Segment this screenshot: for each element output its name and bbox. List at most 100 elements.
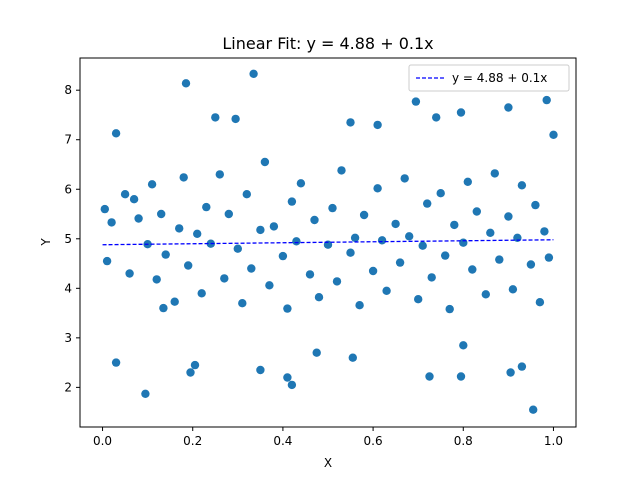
data-point [120, 190, 130, 199]
data-point [224, 209, 233, 219]
data-point [395, 258, 405, 267]
data-point [405, 232, 414, 241]
data-point [305, 270, 315, 279]
data-point [242, 190, 251, 199]
data-point [373, 184, 382, 193]
data-point [184, 261, 193, 270]
data-point [256, 365, 265, 375]
data-point [463, 177, 472, 186]
data-point [495, 255, 504, 264]
data-point [337, 166, 346, 175]
data-point [147, 180, 157, 189]
data-point [107, 218, 116, 227]
data-point [170, 297, 179, 306]
legend-box [408, 64, 570, 92]
data-point [517, 362, 527, 371]
x-tick-label: 0.2 [183, 434, 202, 448]
data-point [310, 215, 319, 225]
data-point [141, 389, 150, 398]
data-point [283, 304, 292, 313]
data-point [197, 289, 206, 298]
y-axis-ticks: 2 3 4 5 6 7 8 [64, 83, 80, 394]
data-point [535, 298, 545, 307]
data-point [350, 233, 360, 242]
data-point [249, 69, 258, 79]
points-layer [100, 69, 558, 414]
legend-label: y = 4.88 + 0.1x [452, 71, 547, 85]
data-point [125, 269, 134, 278]
data-point [436, 189, 445, 198]
fit-layer [102, 239, 554, 246]
data-point [427, 273, 436, 282]
data-point [418, 241, 427, 250]
data-point [269, 222, 279, 231]
data-point [161, 250, 170, 259]
data-point [111, 358, 121, 367]
data-point [238, 299, 247, 308]
data-point [193, 229, 202, 238]
data-point [456, 108, 466, 117]
data-point [414, 295, 423, 304]
data-point [549, 130, 558, 139]
data-point [517, 181, 527, 190]
data-point [544, 253, 554, 262]
data-point [346, 248, 355, 257]
data-point [202, 202, 211, 212]
data-point [459, 238, 468, 247]
data-point [256, 225, 265, 235]
data-point [450, 220, 459, 230]
data-point [247, 264, 256, 273]
data-point [211, 113, 220, 122]
data-point [181, 79, 191, 88]
data-point [292, 237, 301, 246]
data-point [100, 204, 110, 214]
x-tick-label: 0.8 [454, 434, 473, 448]
fit-line [102, 239, 554, 246]
data-point [368, 266, 378, 276]
data-point [531, 200, 540, 210]
data-point [355, 301, 364, 310]
data-point [233, 244, 242, 253]
data-point [373, 120, 382, 130]
data-point [540, 227, 549, 236]
data-point [441, 251, 450, 260]
x-tick-label: 0.4 [273, 434, 292, 448]
data-point [287, 380, 297, 390]
data-point [486, 228, 495, 237]
data-point [472, 207, 481, 216]
data-point [423, 199, 432, 208]
y-tick-label: 7 [64, 133, 72, 147]
y-tick-label: 5 [64, 232, 72, 246]
y-tick-label: 4 [64, 281, 72, 295]
data-point [102, 256, 112, 266]
x-tick-label: 1.0 [544, 434, 563, 448]
data-point [215, 170, 224, 179]
data-point [190, 360, 200, 370]
data-point [179, 173, 188, 182]
data-point [157, 209, 166, 219]
data-point [296, 179, 306, 188]
data-point [456, 372, 466, 381]
data-point [504, 212, 513, 221]
data-point [391, 219, 400, 229]
data-point [159, 303, 168, 313]
data-point [231, 114, 240, 124]
data-point [445, 304, 454, 314]
data-point [459, 341, 468, 350]
data-point [542, 95, 551, 105]
data-point [312, 348, 321, 357]
data-point [382, 286, 391, 295]
y-tick-label: 3 [64, 331, 72, 345]
data-point [283, 373, 292, 382]
data-point [432, 113, 441, 122]
data-point [129, 195, 139, 204]
data-point [314, 293, 324, 302]
data-point [481, 290, 490, 299]
data-point [346, 118, 355, 127]
data-point [400, 174, 409, 183]
data-point [377, 236, 387, 245]
data-point [278, 251, 288, 261]
data-point [504, 103, 513, 112]
data-point [134, 214, 143, 223]
